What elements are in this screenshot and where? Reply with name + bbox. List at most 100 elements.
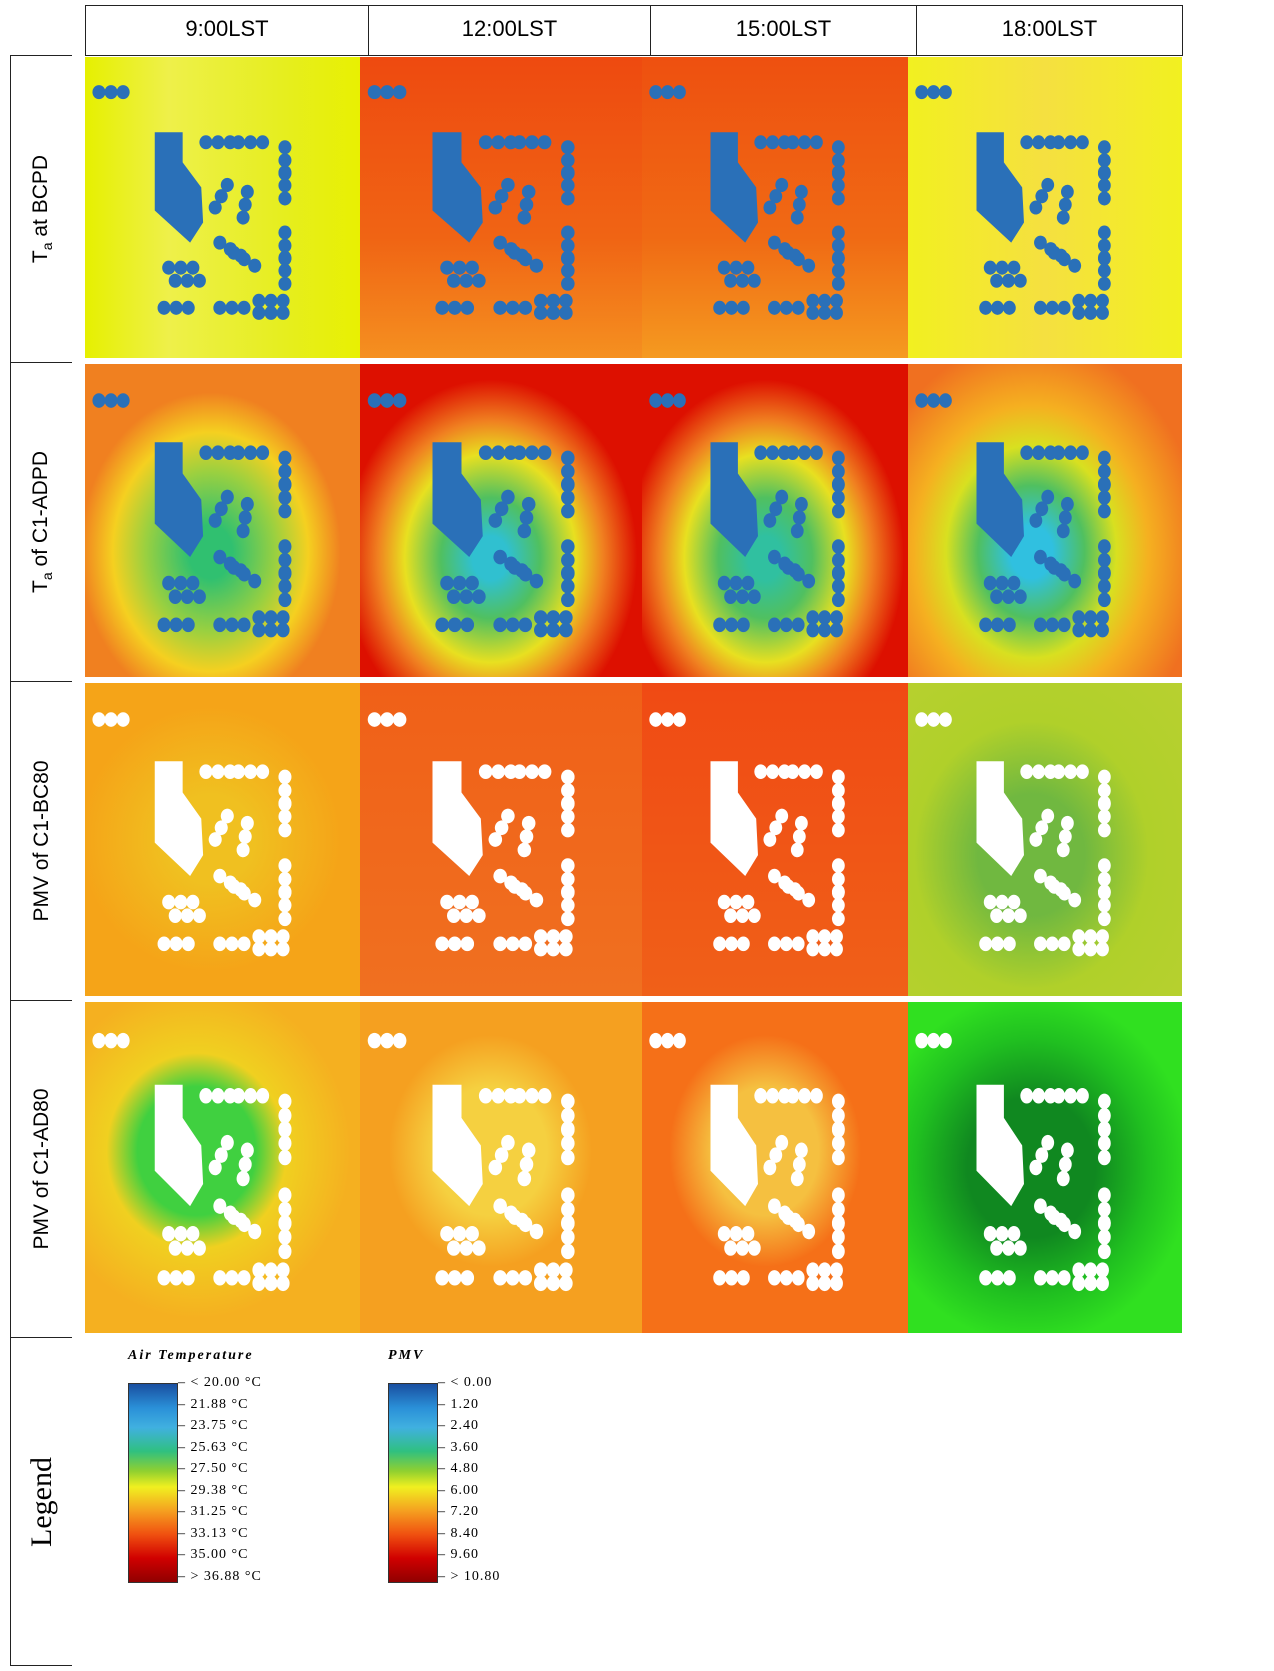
- legend-label-text: 27.50 °C: [191, 1461, 249, 1476]
- buildings: [908, 57, 1182, 358]
- buildings: [908, 1002, 1182, 1333]
- label: PMV of C1-AD80: [30, 1088, 53, 1249]
- legend-label-text: > 36.88 °C: [191, 1569, 262, 1584]
- subscript: a: [39, 242, 55, 250]
- legend-label: – 25.63 °C: [178, 1437, 262, 1459]
- legend-label-text: 4.80: [451, 1461, 480, 1476]
- map-panel: [360, 57, 650, 358]
- legend-label: – 27.50 °C: [178, 1458, 262, 1480]
- legend-label-text: 25.63 °C: [191, 1440, 249, 1455]
- label: at BCPD: [28, 155, 51, 237]
- building-footprint: [649, 1033, 844, 1291]
- legend-label: – 21.88 °C: [178, 1394, 262, 1416]
- building-footprint: [92, 1033, 291, 1291]
- buildings: [360, 364, 650, 677]
- legend-label-text: 33.13 °C: [191, 1526, 249, 1541]
- map-panel: [908, 57, 1182, 358]
- legend-label: – 29.38 °C: [178, 1480, 262, 1502]
- building-footprint: [915, 1033, 1110, 1291]
- column-header: 18:00LST: [916, 5, 1183, 56]
- row-label: Ta at BCPD: [10, 55, 72, 363]
- buildings: [85, 364, 364, 677]
- building-footprint: [649, 712, 844, 956]
- map-panel: [908, 364, 1182, 677]
- building-footprint: [368, 1033, 575, 1291]
- buildings: [642, 364, 916, 677]
- page: (() => { const data = JSON.parse(documen…: [0, 0, 1274, 1671]
- building-footprint: [92, 85, 291, 320]
- building-footprint: [368, 85, 575, 320]
- legend-label-text: 6.00: [451, 1483, 480, 1498]
- map-panel: [360, 683, 650, 996]
- legend-label: – 1.20: [438, 1394, 500, 1416]
- legend-label: – 35.00 °C: [178, 1544, 262, 1566]
- legend-label-text: 3.60: [451, 1440, 480, 1455]
- legend-label: – < 20.00 °C: [178, 1372, 262, 1394]
- legend-label-text: 35.00 °C: [191, 1547, 249, 1562]
- legend-label: – > 10.80: [438, 1566, 500, 1588]
- legend-labels: – < 0.00– 1.20– 2.40– 3.60– 4.80– 6.00– …: [438, 1372, 500, 1587]
- legend-label-text: > 10.80: [451, 1569, 501, 1584]
- map-panel: [642, 57, 916, 358]
- building-footprint: [649, 85, 844, 320]
- legend-label: – 6.00: [438, 1480, 500, 1502]
- map-panel: [642, 1002, 916, 1333]
- legend-labels: – < 20.00 °C– 21.88 °C– 23.75 °C– 25.63 …: [178, 1372, 262, 1587]
- building-footprint: [368, 712, 575, 956]
- legend-label-text: 2.40: [451, 1418, 480, 1433]
- legend-label-text: 21.88 °C: [191, 1397, 249, 1412]
- map-panel: [908, 683, 1182, 996]
- legend-label-text: 7.20: [451, 1504, 480, 1519]
- legend-label: – 31.25 °C: [178, 1501, 262, 1523]
- buildings: [85, 683, 364, 996]
- buildings: [85, 1002, 364, 1333]
- buildings: [908, 683, 1182, 996]
- buildings: [642, 1002, 916, 1333]
- buildings: [908, 364, 1182, 677]
- legend-label: – 9.60: [438, 1544, 500, 1566]
- legend-label: – > 36.88 °C: [178, 1566, 262, 1588]
- building-footprint: [92, 393, 291, 637]
- legend-label-text: 29.38 °C: [191, 1483, 249, 1498]
- row-label-text: Ta at BCPD: [28, 155, 54, 263]
- color-bar: [128, 1383, 178, 1583]
- color-bar: [388, 1383, 438, 1583]
- legend-label-text: 23.75 °C: [191, 1418, 249, 1433]
- row-label-text: Legend: [25, 1457, 59, 1547]
- row-label: PMV of C1-BC80: [10, 681, 72, 1001]
- symbol: T: [28, 580, 51, 593]
- building-footprint: [92, 712, 291, 956]
- row-label-text: PMV of C1-AD80: [30, 1088, 54, 1249]
- buildings: [360, 57, 650, 358]
- row-label: Legend: [10, 1337, 72, 1666]
- map-panel: [85, 683, 364, 996]
- buildings: [85, 57, 364, 358]
- legend-label: – 23.75 °C: [178, 1415, 262, 1437]
- row-label-text: Ta of C1-ADPD: [28, 451, 54, 593]
- pmv-legend: PMV– < 0.00– 1.20– 2.40– 3.60– 4.80– 6.0…: [388, 1348, 588, 1668]
- map-panel: [85, 364, 364, 677]
- legend-label: – 2.40: [438, 1415, 500, 1437]
- legend-title: PMV: [388, 1348, 588, 1364]
- map-panel: [360, 364, 650, 677]
- map-panel: [642, 683, 916, 996]
- row-label: Ta of C1-ADPD: [10, 362, 72, 682]
- legend-label: – 7.20: [438, 1501, 500, 1523]
- column-header: 15:00LST: [650, 5, 917, 56]
- building-footprint: [915, 85, 1110, 320]
- legend-label: – < 0.00: [438, 1372, 500, 1394]
- row-label-text: PMV of C1-BC80: [30, 760, 54, 921]
- air-temperature-legend: Air Temperature– < 20.00 °C– 21.88 °C– 2…: [128, 1348, 328, 1668]
- building-footprint: [368, 393, 575, 637]
- label: PMV of C1-BC80: [30, 760, 53, 921]
- legend-label-text: < 0.00: [451, 1375, 493, 1390]
- legend-label: – 4.80: [438, 1458, 500, 1480]
- building-footprint: [649, 393, 844, 637]
- column-header: 12:00LST: [368, 5, 651, 56]
- buildings: [642, 683, 916, 996]
- buildings: [360, 683, 650, 996]
- legend-label-text: 9.60: [451, 1547, 480, 1562]
- column-header: 9:00LST: [85, 5, 369, 56]
- legend-label-text: 1.20: [451, 1397, 480, 1412]
- buildings: [360, 1002, 650, 1333]
